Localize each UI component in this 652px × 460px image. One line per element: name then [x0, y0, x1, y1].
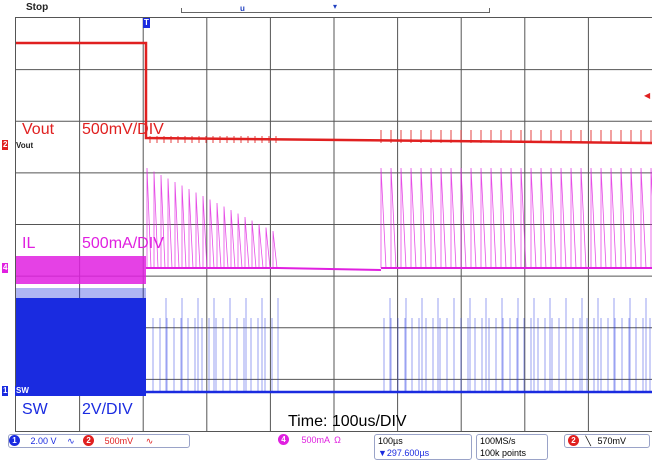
ch4-settings-box[interactable]: 4 500mA Ω: [278, 434, 368, 446]
record-length: 100k points: [480, 448, 527, 458]
ch4-chip: 4: [278, 434, 289, 445]
ch2-chip: 2: [83, 435, 95, 446]
ch2-bw-icon: ∿: [145, 436, 154, 446]
sw-scale-label: 2V/DIV: [82, 401, 133, 418]
top-bar: Stop u ▾: [0, 0, 652, 16]
vertical-settings-box[interactable]: 1 2.00 V ∿ 2 500mV ∿: [8, 434, 190, 448]
trigger-position-icon: ▾: [333, 2, 338, 11]
il-scale-label: 500mA/DIV: [82, 235, 164, 252]
ch2-scale: 500mV: [104, 436, 134, 446]
record-view-bar[interactable]: [181, 8, 490, 13]
sw-label: SW: [22, 401, 48, 418]
run-state-label: Stop: [26, 2, 49, 13]
bandwidth-icon: ∿: [67, 436, 75, 446]
falling-edge-icon: ╲: [585, 436, 591, 446]
ch4-bw-icon: Ω: [334, 435, 341, 445]
trigger-ch-chip: 2: [568, 435, 579, 446]
ch1-scale: 2.00 V: [30, 436, 57, 446]
ch1-marker[interactable]: 1: [2, 386, 9, 396]
il-baseline: [146, 267, 652, 271]
ch2-marker[interactable]: 2: [2, 140, 9, 150]
sw-burst-top: [16, 288, 146, 300]
il-ripples: [146, 167, 652, 269]
sw-dense-burst: [16, 298, 146, 396]
il-dense-band: [16, 256, 146, 284]
record-position-marker: u: [240, 4, 245, 13]
timebase-annotation: Time: 100us/DIV: [288, 413, 407, 430]
vout-trace: [16, 41, 652, 145]
vout-label: Vout: [22, 121, 55, 138]
status-bar: 1 2.00 V ∿ 2 500mV ∿ 4 500mA Ω 100µs ▼29…: [0, 432, 652, 460]
trigger-level: 570mV: [597, 436, 626, 446]
sample-rate: 100MS/s: [480, 436, 516, 446]
trigger-level-icon: ◀: [644, 91, 651, 100]
ch4-marker[interactable]: 4: [2, 263, 9, 273]
acquisition-box[interactable]: 100MS/s 100k points: [476, 434, 548, 460]
waveform-display: Vout 500mV/DIV IL 500mA/DIV SW 2V/DIV Ti…: [15, 17, 652, 432]
trigger-position-value: ▼297.600µs: [378, 448, 430, 458]
graticule: [16, 18, 652, 431]
sw-marker-text: SW: [15, 386, 30, 396]
trigger-settings-box[interactable]: 2 ╲ 570mV: [564, 434, 650, 448]
vout-ripples: [149, 130, 652, 143]
ch1-chip: 1: [9, 435, 20, 446]
il-label: IL: [22, 235, 36, 252]
waveform-svg: [16, 18, 652, 431]
vout-scale-label: 500mV/DIV: [82, 121, 164, 138]
sw-pulses: [152, 298, 651, 392]
vout-marker-text: Vout: [16, 141, 34, 150]
timebase-value: 100µs: [378, 436, 403, 446]
ch4-scale: 500mA: [301, 435, 330, 445]
timebase-box[interactable]: 100µs ▼297.600µs: [374, 434, 472, 460]
trigger-time-marker[interactable]: T: [143, 18, 150, 28]
